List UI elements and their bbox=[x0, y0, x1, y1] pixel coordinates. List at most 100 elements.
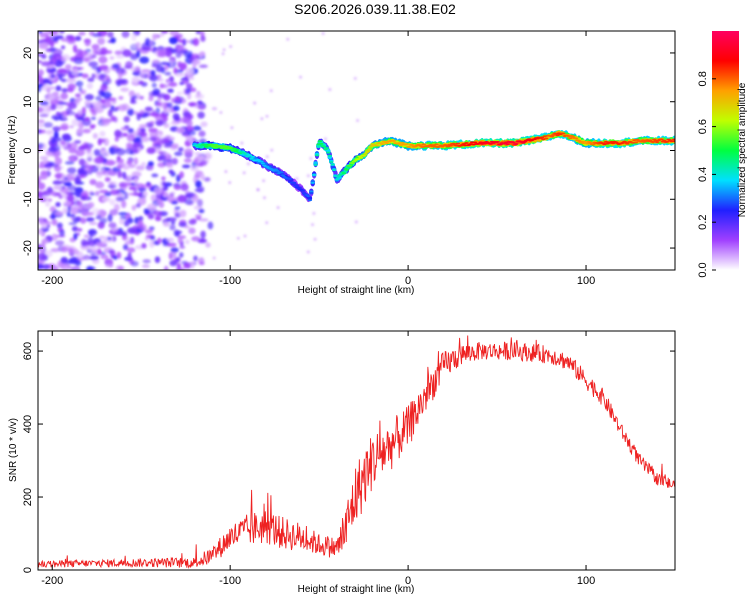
noise-blob bbox=[53, 211, 62, 216]
noise-blob bbox=[136, 50, 141, 58]
ridge-cell bbox=[670, 140, 675, 143]
noise-blob bbox=[61, 112, 68, 120]
noise-blob bbox=[175, 50, 182, 59]
noise-blob bbox=[39, 156, 49, 160]
noise-blob bbox=[154, 215, 162, 222]
colorbar-tick-label: 0.8 bbox=[697, 71, 709, 86]
ridge-cell bbox=[407, 146, 412, 148]
noise-blob bbox=[175, 95, 181, 102]
noise-blob bbox=[51, 233, 58, 241]
noise-blob bbox=[187, 135, 195, 144]
noise-dot bbox=[309, 157, 313, 160]
ridge-cell bbox=[300, 189, 305, 192]
noise-blob bbox=[95, 95, 102, 102]
ridge-cell bbox=[590, 143, 596, 146]
ridge-cell bbox=[573, 137, 579, 140]
noise-blob bbox=[149, 74, 159, 82]
noise-blob bbox=[116, 251, 122, 259]
noise-dot bbox=[266, 155, 269, 158]
noise-dot bbox=[354, 77, 357, 80]
noise-blob bbox=[107, 109, 113, 117]
noise-blob bbox=[184, 198, 194, 205]
noise-blob bbox=[197, 104, 207, 110]
noise-blob bbox=[92, 133, 98, 139]
noise-blob bbox=[60, 256, 68, 264]
noise-blob bbox=[43, 122, 53, 128]
ridge-cell bbox=[304, 193, 310, 196]
noise-blob bbox=[133, 157, 139, 165]
ridge-cell bbox=[260, 162, 266, 165]
noise-blob bbox=[179, 171, 185, 179]
noise-blob bbox=[194, 214, 202, 218]
noise-dot bbox=[299, 75, 302, 79]
noise-blob bbox=[139, 109, 146, 114]
noise-blob bbox=[50, 73, 56, 79]
ridge-cell bbox=[380, 143, 385, 146]
ridge-cell bbox=[448, 144, 454, 147]
noise-blob bbox=[38, 259, 45, 265]
colorbar: 0.0 0.2 0.4 0.6 0.8 Normalized spectral ampl… bbox=[697, 31, 748, 278]
noise-blob bbox=[116, 155, 121, 161]
noise-dot bbox=[270, 148, 273, 152]
noise-blob bbox=[200, 35, 206, 42]
noise-blob bbox=[75, 80, 84, 87]
ridge-cell bbox=[539, 136, 545, 139]
noise-blob bbox=[104, 264, 114, 268]
ridge-cell bbox=[307, 196, 313, 200]
noise-blob bbox=[187, 102, 198, 107]
snr-y-ticks: 0 200 400 600 bbox=[22, 342, 675, 573]
noise-dot bbox=[312, 212, 316, 215]
colorbar-ticks: 0.0 0.2 0.4 0.6 0.8 bbox=[697, 71, 716, 278]
snr-x-ticks: -200 -100 0 100 bbox=[41, 331, 595, 587]
noise-blob bbox=[67, 214, 76, 218]
noise-blob bbox=[68, 142, 78, 150]
ridge-cell bbox=[662, 139, 667, 142]
ridge-cell bbox=[327, 155, 333, 159]
noise-blob bbox=[121, 200, 127, 209]
noise-blob bbox=[170, 247, 179, 253]
noise-blob bbox=[199, 160, 208, 166]
noise-blob bbox=[124, 125, 130, 129]
noise-blob bbox=[53, 130, 59, 139]
noise-blob bbox=[107, 237, 112, 241]
noise-dot bbox=[265, 221, 268, 224]
noise-blob bbox=[179, 81, 185, 85]
noise-dot bbox=[276, 206, 280, 209]
noise-blob bbox=[148, 40, 154, 47]
noise-blob bbox=[87, 202, 95, 209]
noise-blob bbox=[89, 125, 95, 130]
noise-blob bbox=[140, 47, 151, 51]
noise-blob bbox=[108, 146, 118, 155]
noise-blob bbox=[203, 152, 212, 160]
noise-blob bbox=[192, 125, 202, 131]
noise-blob bbox=[107, 181, 118, 186]
noise-blob bbox=[88, 221, 98, 226]
noise-blob bbox=[200, 121, 208, 128]
noise-blob bbox=[156, 200, 161, 205]
noise-blob bbox=[146, 203, 157, 211]
spectrogram-ytick-label: -10 bbox=[22, 191, 34, 207]
noise-blob bbox=[61, 246, 69, 253]
noise-blob bbox=[135, 41, 141, 48]
snr-ytick-label: 600 bbox=[22, 342, 34, 360]
noise-blob bbox=[163, 193, 170, 198]
noise-blob bbox=[187, 129, 196, 136]
noise-dot bbox=[313, 238, 317, 241]
ridge-cell bbox=[218, 145, 223, 147]
noise-blob bbox=[195, 31, 201, 35]
noise-blob bbox=[126, 106, 132, 110]
noise-blob bbox=[141, 242, 147, 249]
noise-blob bbox=[185, 67, 195, 76]
ridge-cell bbox=[363, 152, 368, 155]
noise-blob bbox=[79, 50, 89, 57]
ridge-cell bbox=[358, 156, 364, 159]
noise-blob bbox=[176, 91, 184, 96]
ridge-cell bbox=[330, 163, 335, 166]
noise-blob bbox=[123, 182, 132, 187]
ridge-cell bbox=[321, 145, 327, 148]
noise-blob bbox=[50, 265, 56, 270]
noise-blob bbox=[86, 265, 94, 270]
noise-blob bbox=[156, 102, 163, 106]
noise-blob bbox=[84, 93, 94, 101]
